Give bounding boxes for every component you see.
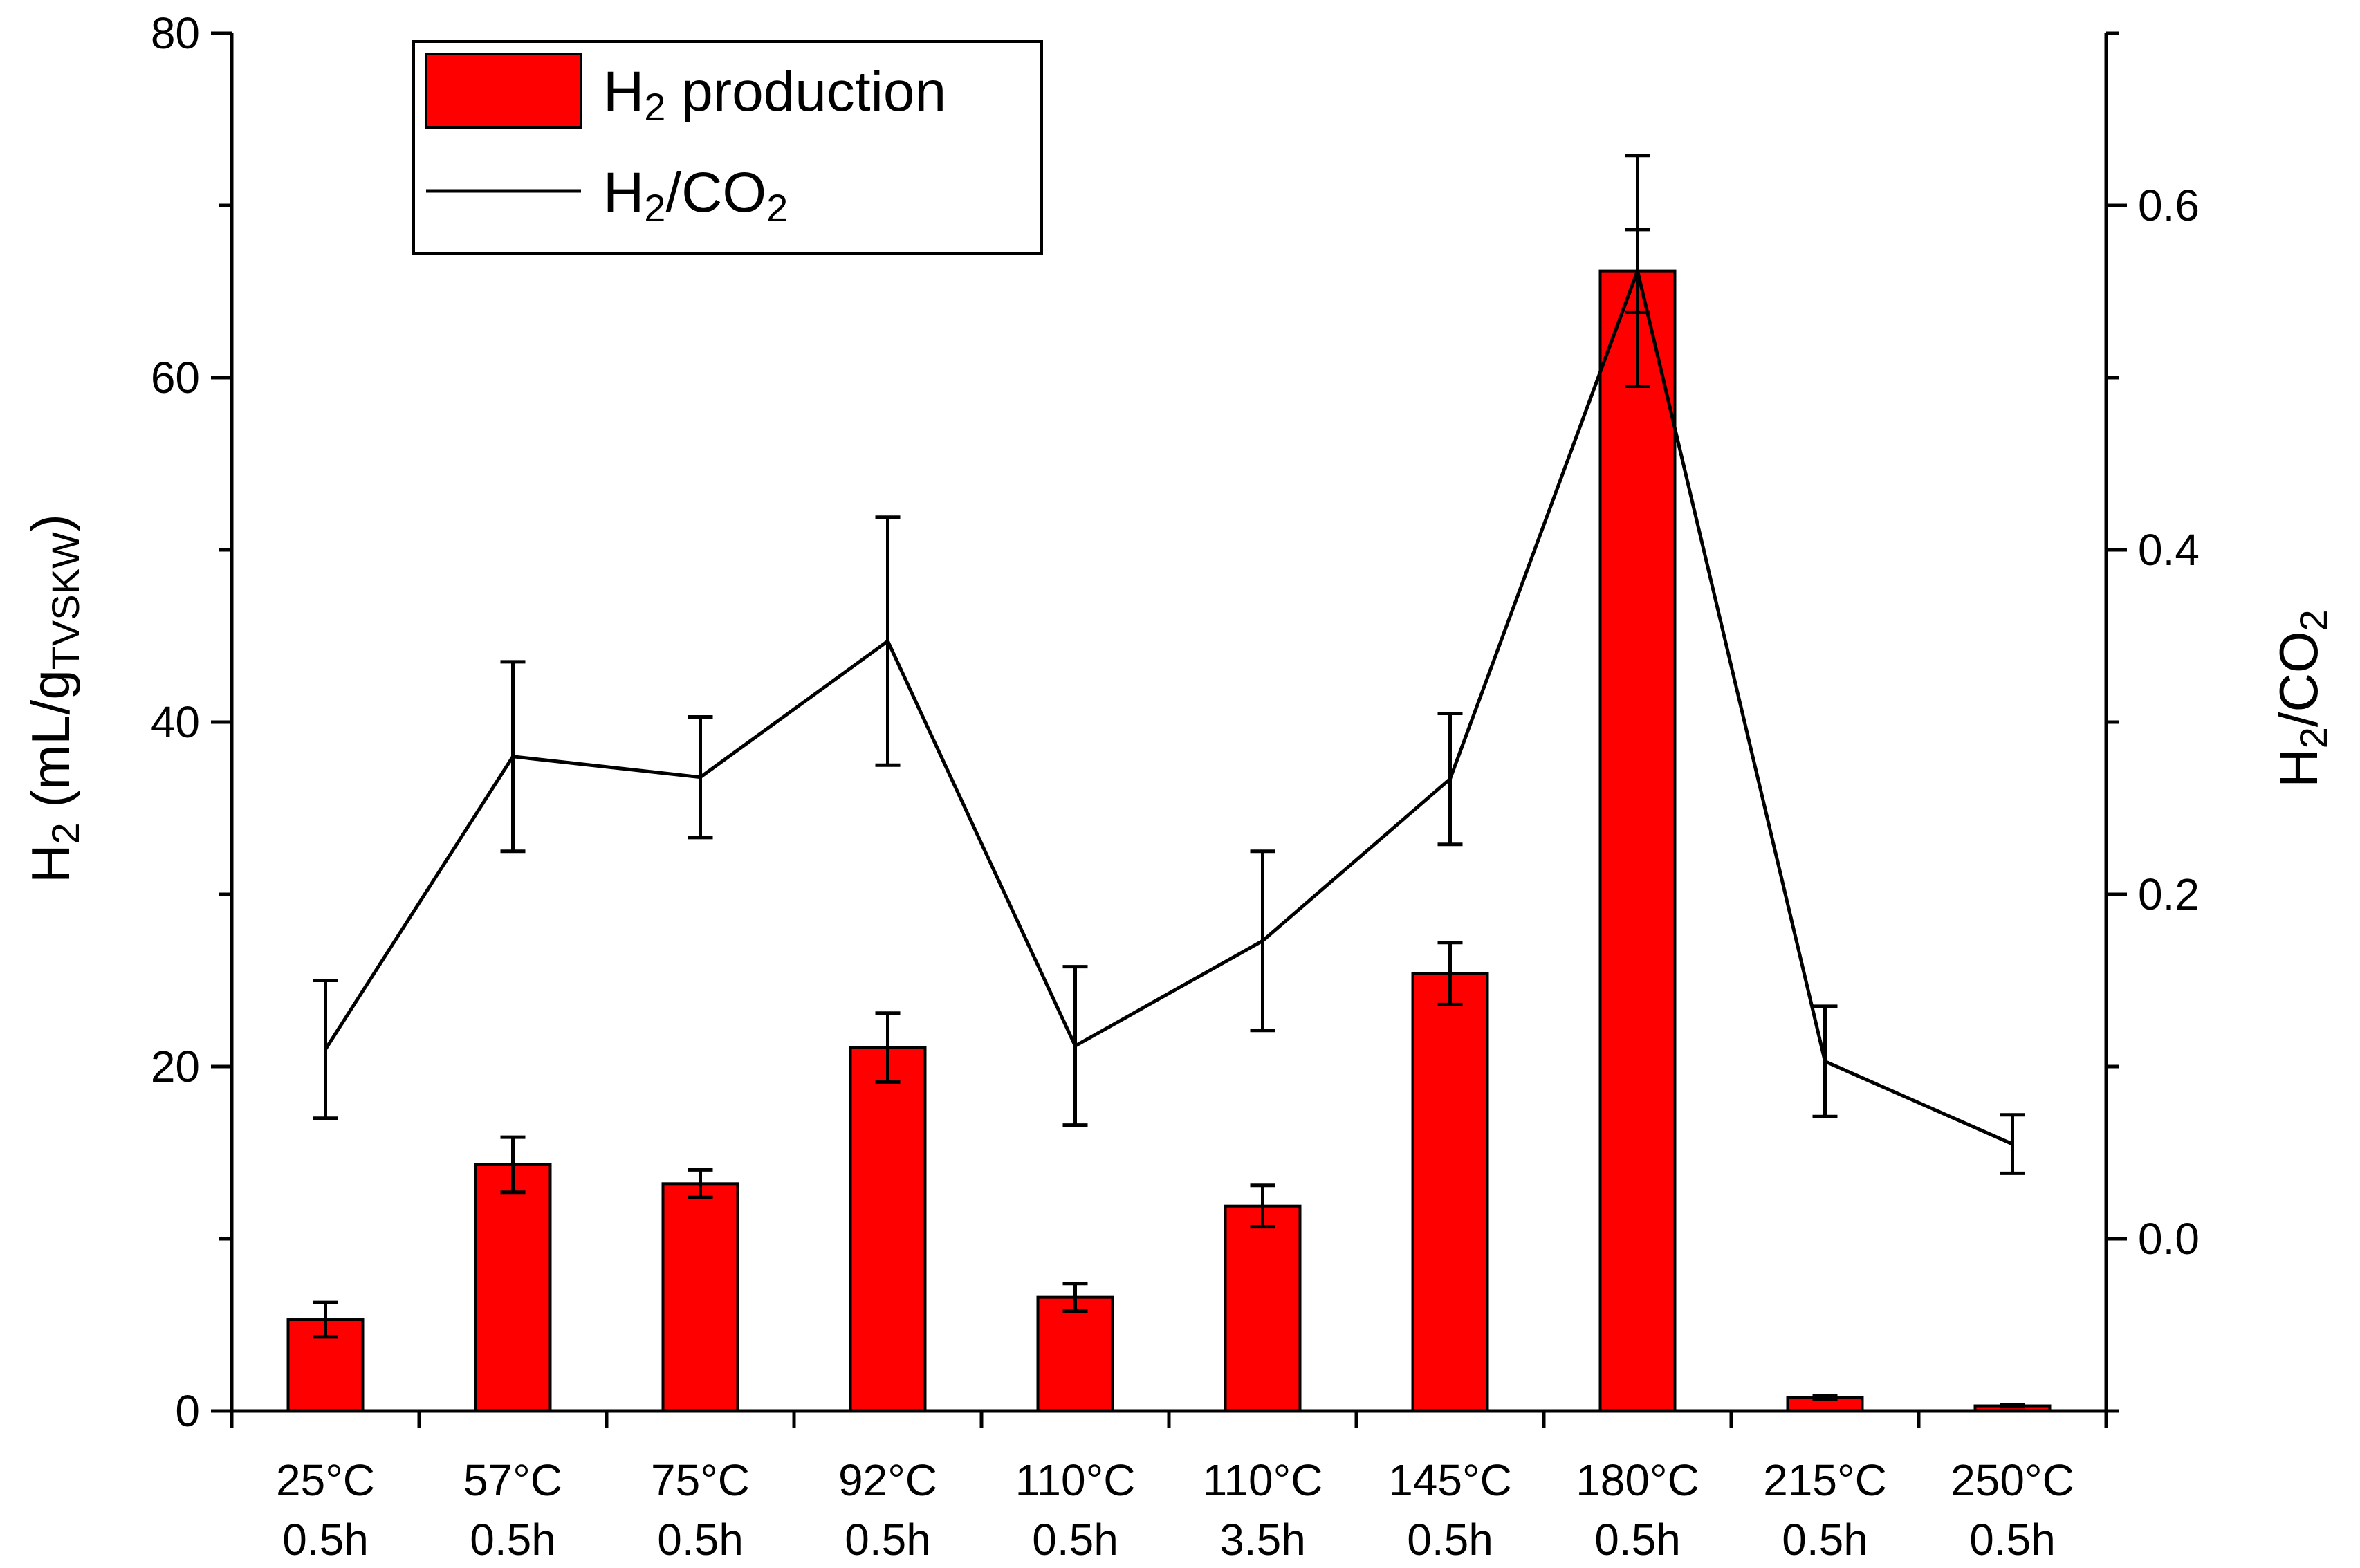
ratio-error-0 <box>313 979 338 1120</box>
bar-error-6 <box>1437 941 1463 1006</box>
ratio-error-3 <box>875 515 901 767</box>
x-label-time-0: 0.5h <box>282 1515 369 1565</box>
x-label-temp-6: 145°C <box>1388 1455 1512 1505</box>
bar-1 <box>474 1163 552 1413</box>
x-label-time-6: 0.5h <box>1407 1515 1493 1565</box>
legend: H2 production H2/CO2 <box>412 40 1043 255</box>
bar-7 <box>1598 269 1677 1412</box>
axes <box>211 31 2127 1428</box>
bar-5 <box>1224 1204 1302 1412</box>
x-label-temp-9: 250°C <box>1951 1455 2074 1505</box>
x-label-temp-3: 92°C <box>838 1455 937 1505</box>
ratio-error-5 <box>1250 849 1275 1033</box>
y-left-tick-label-40: 40 <box>151 697 200 747</box>
x-label-time-1: 0.5h <box>470 1515 556 1565</box>
y-left-tick-label-80: 80 <box>151 8 200 58</box>
y-right-axis-title: H2/CO2 <box>2268 609 2335 787</box>
bar-error-0 <box>313 1300 338 1339</box>
bar-error-5 <box>1250 1183 1275 1229</box>
y-left-tick-label-20: 20 <box>151 1042 200 1091</box>
legend-label-h2-production: H2 production <box>603 60 946 129</box>
y-right-tick-label-1: 0.2 <box>2138 869 2200 919</box>
y-right-tick-label-2: 0.4 <box>2138 525 2200 575</box>
x-label-temp-5: 110°C <box>1203 1455 1323 1505</box>
bar-error-2 <box>688 1168 713 1199</box>
bar-2 <box>661 1182 739 1412</box>
ratio-error-1 <box>500 660 526 854</box>
bar-error-3 <box>875 1011 901 1084</box>
x-label-temp-4: 110°C <box>1015 1455 1136 1505</box>
ratio-line <box>324 264 2013 1146</box>
bar-3 <box>849 1046 927 1412</box>
x-label-temp-8: 215°C <box>1763 1455 1887 1505</box>
ratio-error-8 <box>1812 1004 1838 1118</box>
bar-error-4 <box>1062 1282 1088 1313</box>
x-label-time-7: 0.5h <box>1594 1515 1681 1565</box>
ratio-error-4 <box>1062 965 1088 1127</box>
ratio-line-layer <box>313 154 2025 1175</box>
x-label-temp-1: 57°C <box>463 1455 562 1505</box>
legend-swatch-bar <box>425 53 582 129</box>
bar-error-9 <box>2000 1403 2025 1409</box>
y-right-tick-label-3: 0.6 <box>2138 181 2200 230</box>
bars-layer <box>286 269 2052 1413</box>
ratio-error-7 <box>1625 154 1650 388</box>
y-right-tick-label-0: 0.0 <box>2138 1214 2200 1264</box>
bar-error-8 <box>1812 1394 1838 1401</box>
tick-labels: 0 20 40 60 80 0.0 0.2 0.4 0.6 25°C 0.5h 57°C 0.5h 75°… <box>151 8 2200 1565</box>
bar-error-1 <box>500 1135 526 1195</box>
ratio-error-6 <box>1437 712 1463 847</box>
x-label-temp-0: 25°C <box>276 1455 375 1505</box>
x-label-time-2: 0.5h <box>657 1515 744 1565</box>
x-label-temp-7: 180°C <box>1576 1455 1699 1505</box>
legend-label-h2-co2: H2/CO2 <box>603 161 788 230</box>
y-left-tick-label-60: 60 <box>151 353 200 403</box>
bar-4 <box>1036 1295 1114 1413</box>
bar-6 <box>1411 972 1489 1413</box>
x-label-temp-2: 75°C <box>651 1455 750 1505</box>
x-label-time-4: 0.5h <box>1032 1515 1118 1565</box>
x-label-time-8: 0.5h <box>1782 1515 1868 1565</box>
y-left-tick-label-0: 0 <box>175 1386 200 1436</box>
x-label-time-3: 0.5h <box>845 1515 931 1565</box>
ratio-error-9 <box>2000 1113 2025 1175</box>
x-label-time-9: 0.5h <box>1969 1515 2056 1565</box>
y-left-axis-title: H2 (mL/gTVSKW) <box>20 514 87 883</box>
ratio-error-2 <box>688 715 713 840</box>
x-label-time-5: 3.5h <box>1219 1515 1306 1565</box>
